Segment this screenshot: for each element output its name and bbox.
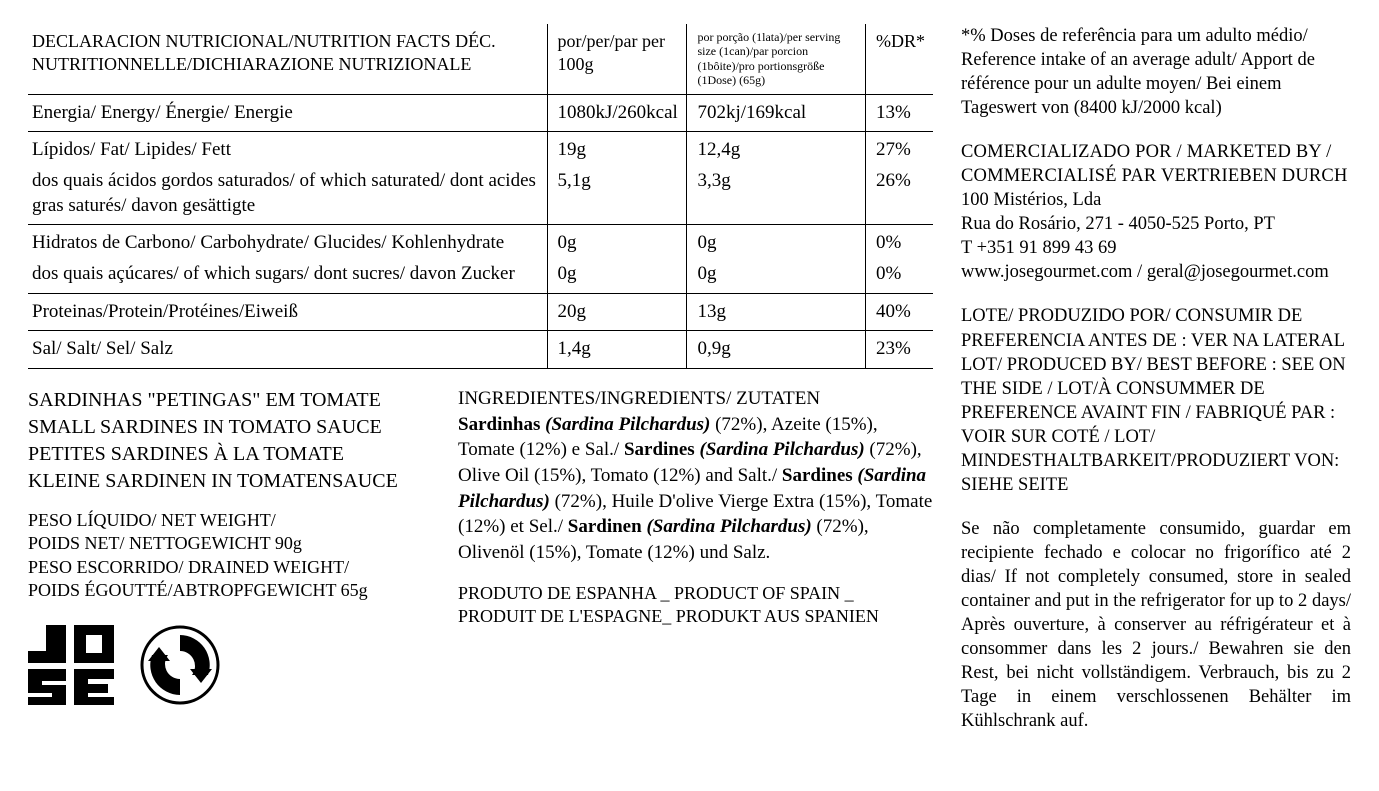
storage-info: Se não completamente consumido, guardar …: [961, 517, 1351, 733]
table-row: Hidratos de Carbono/ Carbohydrate/ Gluci…: [28, 225, 933, 256]
ingredients-body: Sardinhas (Sardina Pilchardus) (72%), Az…: [458, 412, 933, 566]
product-name: SARDINHAS "PETINGAS" EM TOMATESMALL SARD…: [28, 387, 448, 495]
ingredients-heading: INGREDIENTES/INGREDIENTS/ ZUTATEN: [458, 387, 933, 412]
table-row: Proteinas/Protein/Protéines/Eiweiß20g13g…: [28, 293, 933, 331]
company-address: Rua do Rosário, 271 - 4050-525 Porto, PT: [961, 212, 1351, 236]
company-web: www.josegourmet.com / geral@josegourmet.…: [961, 260, 1351, 284]
jose-logo-icon: [28, 625, 114, 705]
th-dr: %DR*: [865, 24, 933, 94]
nutrition-table: DECLARACION NUTRICIONAL/NUTRITION FACTS …: [28, 24, 933, 369]
reference-intake-text: *% Doses de referência para um adulto mé…: [961, 24, 1351, 120]
table-subrow: dos quais açúcares/ of which sugars/ don…: [28, 256, 933, 293]
marketed-by-header: COMERCIALIZADO POR / MARKETED BY / COMME…: [961, 140, 1351, 188]
lot-info: LOTE/ PRODUZIDO POR/ CONSUMIR DE PREFERE…: [961, 304, 1351, 496]
company-phone: T +351 91 899 43 69: [961, 236, 1351, 260]
origin-text: PRODUTO DE ESPANHA _ PRODUCT OF SPAIN _ …: [458, 582, 933, 629]
th-nutrient: DECLARACION NUTRICIONAL/NUTRITION FACTS …: [28, 24, 547, 94]
table-row: Energia/ Energy/ Énergie/ Energie1080kJ/…: [28, 94, 933, 132]
company-name: 100 Mistérios, Lda: [961, 188, 1351, 212]
th-per100: por/per/par per 100g: [547, 24, 687, 94]
table-row: Sal/ Salt/ Sel/ Salz1,4g0,9g23%: [28, 331, 933, 369]
th-serving: por porção (1lata)/per serving size (1ca…: [687, 24, 866, 94]
weight-block: PESO LÍQUIDO/ NET WEIGHT/POIDS NET/ NETT…: [28, 509, 448, 603]
green-dot-icon: [140, 625, 220, 705]
table-subrow: dos quais ácidos gordos saturados/ of wh…: [28, 163, 933, 225]
table-row: Lípidos/ Fat/ Lipides/ Fett19g12,4g27%: [28, 132, 933, 163]
